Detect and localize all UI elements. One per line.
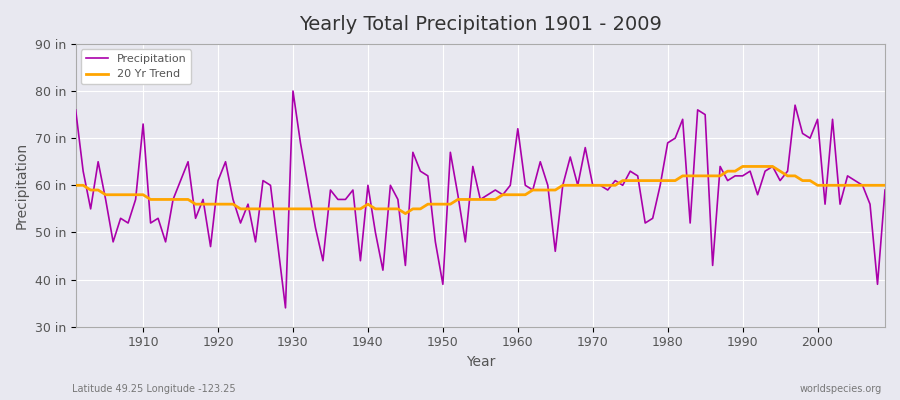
Precipitation	[130, 197, 141, 202]
20 Yr Trend	[400, 211, 410, 216]
Precipitation	[310, 225, 321, 230]
20 Yr Trend	[70, 183, 81, 188]
20 Yr Trend	[520, 192, 531, 197]
20 Yr Trend	[737, 164, 748, 169]
20 Yr Trend	[130, 192, 141, 197]
20 Yr Trend	[512, 192, 523, 197]
20 Yr Trend	[340, 206, 351, 211]
Text: Latitude 49.25 Longitude -123.25: Latitude 49.25 Longitude -123.25	[72, 384, 236, 394]
Precipitation	[617, 183, 628, 188]
Line: 20 Yr Trend: 20 Yr Trend	[76, 166, 885, 214]
Precipitation	[355, 258, 365, 263]
Precipitation	[70, 108, 81, 112]
20 Yr Trend	[295, 206, 306, 211]
Precipitation	[280, 306, 291, 310]
Precipitation	[520, 183, 531, 188]
Precipitation	[288, 89, 299, 94]
20 Yr Trend	[879, 183, 890, 188]
X-axis label: Year: Year	[465, 355, 495, 369]
Precipitation	[527, 188, 538, 192]
Line: Precipitation: Precipitation	[76, 91, 885, 308]
20 Yr Trend	[610, 183, 621, 188]
Title: Yearly Total Precipitation 1901 - 2009: Yearly Total Precipitation 1901 - 2009	[299, 15, 662, 34]
Y-axis label: Precipitation: Precipitation	[15, 142, 29, 229]
Precipitation	[879, 188, 890, 192]
Text: worldspecies.org: worldspecies.org	[800, 384, 882, 394]
Legend: Precipitation, 20 Yr Trend: Precipitation, 20 Yr Trend	[81, 50, 191, 84]
